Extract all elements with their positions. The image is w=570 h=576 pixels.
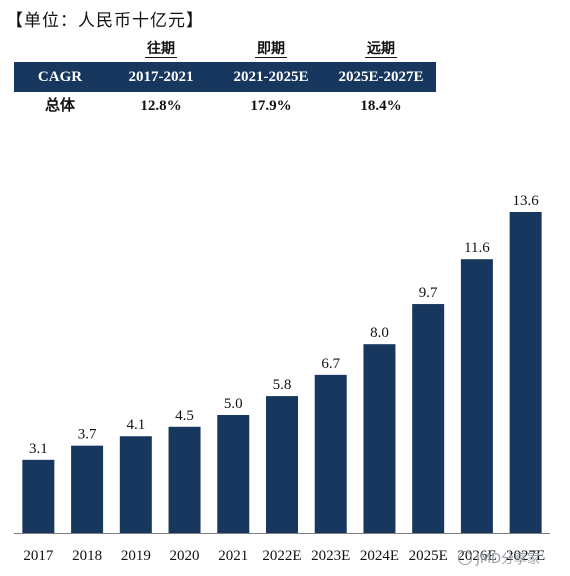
cagr-table: 往期 即期 远期 CAGR 2017-2021 2021-2025E 2025E… xyxy=(14,38,436,120)
cagr-header-past: 2017-2021 xyxy=(128,69,194,85)
data-label-2019: 4.1 xyxy=(126,417,145,433)
x-tick-2022E: 2022E xyxy=(262,548,301,564)
x-tick-2027E: 2027E xyxy=(506,548,545,564)
cagr-header-future: 2025E-2027E xyxy=(338,69,424,85)
cagr-value-future: 18.4% xyxy=(360,98,402,114)
data-label-2023E: 6.7 xyxy=(321,356,340,372)
cagr-value-past: 12.8% xyxy=(140,98,182,114)
cagr-value-row: 总体 12.8% 17.9% 18.4% xyxy=(14,92,436,120)
cagr-header-row: CAGR 2017-2021 2021-2025E 2025E-2027E xyxy=(14,62,436,92)
x-tick-2024E: 2024E xyxy=(360,548,399,564)
data-label-2024E: 8.0 xyxy=(370,325,389,341)
bar-2025E xyxy=(412,304,445,533)
data-label-2027E: 13.6 xyxy=(513,193,540,209)
x-tick-2017: 2017 xyxy=(23,548,54,564)
cagr-value-current: 17.9% xyxy=(250,98,292,114)
bar-2027E xyxy=(509,212,542,533)
watermark: JMD分享家 xyxy=(458,548,540,567)
period-past-label: 往期 xyxy=(145,42,177,58)
data-label-2021: 5.0 xyxy=(224,396,243,412)
cagr-period-row: 往期 即期 远期 xyxy=(14,38,436,62)
period-current: 即期 xyxy=(216,38,326,58)
data-label-2020: 4.5 xyxy=(175,408,194,424)
cagr-row-label: 总体 xyxy=(44,98,75,114)
data-label-2017: 3.1 xyxy=(29,441,48,457)
period-future-label: 远期 xyxy=(365,42,397,58)
bar-2024E xyxy=(363,344,396,533)
bar-2022E xyxy=(266,396,298,533)
period-future: 远期 xyxy=(326,38,436,58)
bar-2026E xyxy=(460,259,493,533)
x-tick-2021: 2021 xyxy=(218,548,248,564)
data-label-2018: 3.7 xyxy=(78,427,97,443)
cagr-header-label: CAGR xyxy=(37,69,83,85)
data-label-2026E: 11.6 xyxy=(464,240,490,256)
unit-label: 【单位：人民币十亿元】 xyxy=(6,11,204,30)
bar-2020 xyxy=(168,426,201,533)
x-tick-2025E: 2025E xyxy=(409,548,448,564)
period-past: 往期 xyxy=(106,38,216,58)
period-current-label: 即期 xyxy=(255,42,287,58)
bar-2019 xyxy=(119,436,152,533)
bar-2017 xyxy=(22,459,55,533)
x-tick-2020: 2020 xyxy=(170,548,200,564)
data-label-2025E: 9.7 xyxy=(419,285,438,301)
cagr-header-current: 2021-2025E xyxy=(233,69,309,85)
data-label-2022E: 5.8 xyxy=(273,377,292,393)
x-tick-2023E: 2023E xyxy=(311,548,350,564)
bar-2023E xyxy=(314,374,347,533)
bar-2018 xyxy=(71,445,104,533)
x-tick-2019: 2019 xyxy=(121,548,151,564)
wechat-icon xyxy=(458,550,472,565)
watermark-text: JMD分享家 xyxy=(476,552,541,567)
x-tick-2018: 2018 xyxy=(72,548,102,564)
bar-2021 xyxy=(217,414,250,533)
